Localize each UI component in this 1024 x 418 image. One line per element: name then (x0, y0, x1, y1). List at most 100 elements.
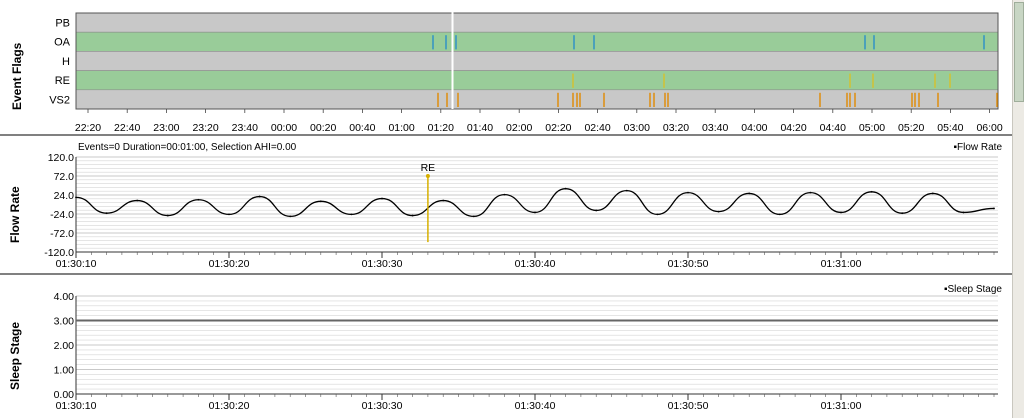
time-tick-label: 00:40 (349, 122, 375, 134)
flow-point (993, 207, 995, 210)
sleep-x-tick-label: 01:30:40 (515, 400, 556, 412)
flag-row-re (75, 70, 999, 91)
flow-point (105, 212, 108, 215)
sleep-y-tick: 1.00 (54, 365, 75, 377)
flow-point (75, 196, 77, 199)
time-tick-label: 00:00 (271, 122, 297, 134)
flow-x-tick-label: 01:31:00 (821, 258, 862, 270)
flow-point (870, 190, 873, 193)
flow-y-tick: 72.0 (54, 171, 75, 183)
time-tick-label: 03:40 (702, 122, 728, 134)
flow-point (962, 211, 965, 214)
flow-rate-chart[interactable]: 120.0 72.0 24.0 -24.0 -72.0 -120.001:30:10 01:… (0, 137, 1012, 272)
panel-divider (0, 134, 1012, 136)
time-tick-label: 03:20 (663, 122, 689, 134)
event-flags-chart[interactable]: PB OA H RE VS2 22:20 22:40 23:00 23:20 23:40 00:00… (0, 0, 1012, 134)
scrollbar-thumb[interactable] (1014, 2, 1024, 102)
time-tick-label: 04:00 (741, 122, 767, 134)
time-tick-label: 05:00 (859, 122, 885, 134)
flow-point (717, 210, 720, 213)
time-tick-label: 00:20 (310, 122, 336, 134)
flow-y-tick: -24.0 (50, 209, 74, 221)
flag-row-label: H (62, 56, 70, 68)
time-tick-label: 02:40 (584, 122, 610, 134)
flag-row-oa (75, 31, 999, 52)
flow-point (901, 212, 904, 215)
sleep-y-tick: 4.00 (54, 291, 75, 303)
re-event-label: RE (421, 162, 436, 174)
flow-point (166, 214, 169, 217)
time-tick-label: 01:20 (428, 122, 454, 134)
flow-y-tick: -72.0 (50, 228, 74, 240)
sleep-x-tick-label: 01:30:30 (362, 400, 403, 412)
sleep-legend-label: Sleep Stage (947, 284, 1003, 295)
flow-point (319, 200, 322, 203)
flow-x-tick-label: 01:30:10 (56, 258, 97, 270)
flow-point (258, 195, 261, 198)
flags-frame (75, 12, 999, 110)
flow-x-tick-label: 01:30:20 (209, 258, 250, 270)
sleep-x-tick-label: 01:30:20 (209, 400, 250, 412)
flow-x-tick-label: 01:30:40 (515, 258, 556, 270)
legend-marker: ▪ (953, 142, 957, 153)
flow-point (564, 187, 567, 190)
flow-x-tick-label: 01:30:50 (668, 258, 709, 270)
time-tick-label: 02:00 (506, 122, 532, 134)
flow-point (381, 197, 383, 200)
sleep-y-tick: 3.00 (54, 316, 75, 328)
flow-point (748, 192, 751, 195)
flow-rate-panel: Flow Rate Events=0 Duration=00:01:00, Se… (0, 137, 1012, 272)
vertical-scrollbar[interactable] (1012, 0, 1024, 418)
flag-row-h (75, 51, 999, 71)
flow-point (136, 199, 139, 202)
re-event-dot (425, 174, 430, 178)
flag-row-pb (75, 12, 999, 33)
time-tick-label: 03:00 (624, 122, 650, 134)
time-tick-label: 23:40 (232, 122, 258, 134)
sleep-x-tick-label: 01:30:50 (668, 400, 709, 412)
time-tick-label: 05:40 (937, 122, 963, 134)
flow-point (931, 192, 934, 195)
time-tick-label: 06:00 (976, 122, 1002, 134)
sleep-x-tick-label: 01:31:00 (821, 400, 862, 412)
sleep-x-tick-label: 01:30:10 (56, 400, 97, 412)
flow-y-tick: 120.0 (48, 152, 74, 164)
panel-divider (0, 273, 1012, 275)
flow-point (656, 213, 659, 216)
flag-row-vs2 (75, 89, 999, 110)
flow-point (411, 214, 414, 217)
flow-point (687, 191, 689, 194)
flow-point (472, 215, 475, 218)
flag-row-label: VS2 (49, 94, 70, 106)
flow-point (197, 198, 200, 201)
flow-point (442, 199, 445, 202)
flow-point (840, 211, 842, 214)
flow-y-tick: -120.0 (44, 247, 74, 259)
flag-row-label: PB (55, 18, 70, 30)
time-tick-label: 04:40 (820, 122, 846, 134)
flag-row-label: OA (54, 37, 71, 49)
flow-point (595, 209, 598, 212)
sleep-legend: ▪Sleep Stage (944, 284, 1002, 295)
legend-marker: ▪ (943, 284, 948, 295)
time-tick-label: 01:00 (388, 122, 414, 134)
sleep-y-tick: 0.00 (54, 389, 75, 401)
flow-point (809, 191, 812, 194)
flow-point (534, 211, 536, 214)
sleep-stage-panel: Sleep Stage ▪Sleep Stage 4.00 3.00 2.00 1.0… (0, 276, 1012, 418)
event-flags-panel: Event Flags PB OA H RE VS2 22:20 22:40 23:00 23:… (0, 0, 1012, 134)
time-tick-label: 23:00 (153, 122, 179, 134)
sleep-y-tick: 2.00 (54, 340, 75, 352)
flow-legend-label: Flow Rate (956, 142, 1002, 153)
time-tick-label: 22:20 (75, 122, 101, 134)
flow-y-tick: 24.0 (54, 190, 75, 202)
flow-point (625, 189, 628, 192)
flow-x-tick-label: 01:30:30 (362, 258, 403, 270)
time-tick-label: 02:20 (545, 122, 571, 134)
flow-point (778, 213, 781, 216)
time-tick-label: 22:40 (114, 122, 140, 134)
flow-legend: ▪Flow Rate (953, 142, 1002, 153)
time-tick-label: 01:40 (467, 122, 493, 134)
time-tick-label: 23:20 (192, 122, 218, 134)
